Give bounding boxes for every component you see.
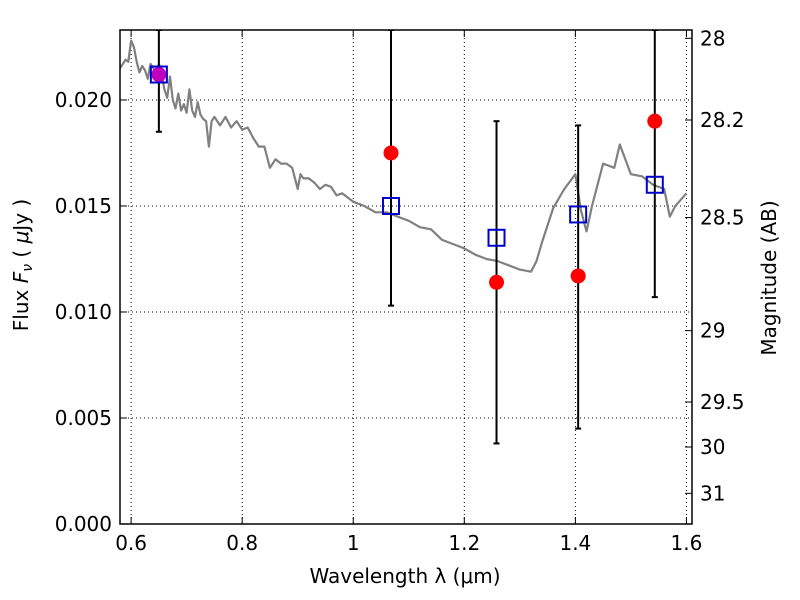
mag-tick-label: 29.5 [700, 390, 745, 414]
model-band-square [382, 196, 401, 215]
x-tick-label: 1.2 [448, 531, 480, 555]
y-tick-label: 0.020 [55, 88, 112, 112]
y-axis-label-left: Flux Fν ( μJy ) [9, 199, 36, 331]
observed-point [383, 145, 399, 161]
grid-lines [120, 30, 692, 525]
mag-tick-label: 29 [700, 319, 725, 343]
x-tick-label: 0.6 [115, 531, 147, 555]
model-spectrum-line [120, 39, 688, 273]
y-tick-label: 0.005 [55, 406, 112, 430]
model-band-square [149, 65, 168, 84]
observed-point [570, 268, 586, 284]
y-axis-label-part2: ( [9, 243, 33, 264]
axis-ticks: 0.6 0.8 1 1.2 1.4 1.6 0.000 0.005 0.010 0.015 0.02… [55, 26, 745, 555]
y-axis-label-unit: Jy ) [9, 199, 33, 233]
x-tick-label: 1 [347, 531, 360, 555]
plot-frame [119, 29, 693, 525]
x-tick-label: 1.4 [559, 531, 591, 555]
y-tick-label: 0.015 [55, 194, 112, 218]
model-band-square [487, 228, 506, 247]
x-axis-label: Wavelength λ (μm) [309, 564, 500, 588]
y-axis-label-part1: Flux [9, 283, 33, 331]
y-tick-label: 0.010 [55, 300, 112, 324]
model-band-square [569, 205, 588, 224]
clipped-data [120, 30, 688, 445]
y-axis-label-nu: ν [20, 264, 36, 272]
observed-point [151, 67, 167, 83]
observed-point [489, 274, 505, 290]
y-axis-label-fnu: F [9, 271, 33, 283]
y-axis-label-right: Magnitude (AB) [757, 200, 781, 355]
y-tick-label: 0.000 [55, 512, 112, 536]
plot-data [120, 30, 688, 445]
mag-tick-label: 31 [700, 481, 725, 505]
mag-tick-label: 28.2 [700, 108, 745, 132]
y-axis-label-mu: μ [9, 231, 33, 245]
model-band-square [645, 175, 664, 194]
mag-tick-label: 28.5 [700, 206, 745, 230]
mag-tick-label: 28 [700, 26, 725, 50]
x-tick-label: 0.8 [226, 531, 258, 555]
mag-tick-label: 30 [700, 435, 725, 459]
x-tick-label: 1.6 [671, 531, 703, 555]
observed-point [647, 113, 663, 129]
